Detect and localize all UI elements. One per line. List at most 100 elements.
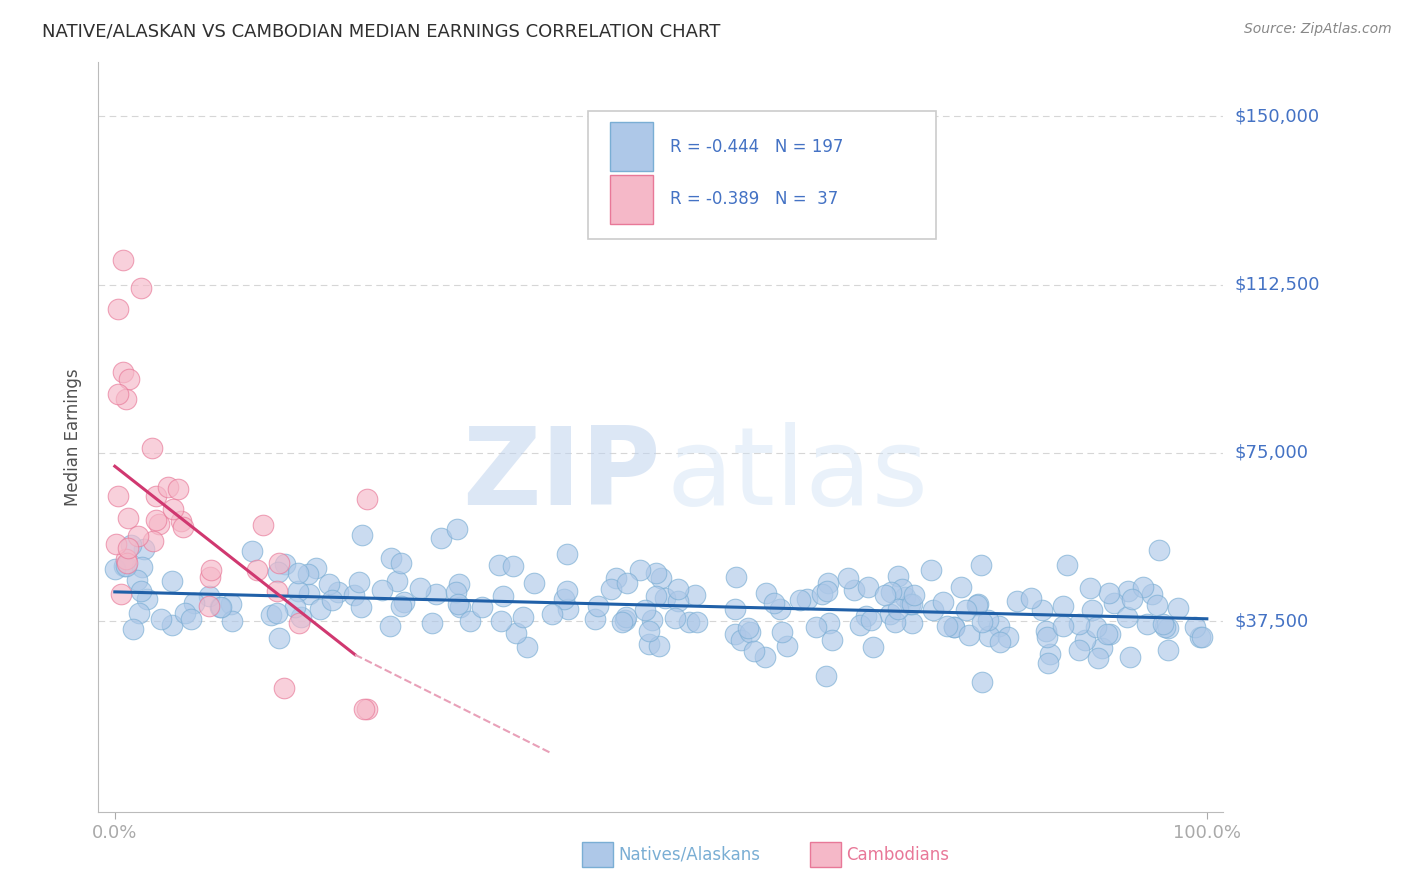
Point <box>328 584 350 599</box>
Point <box>460 614 482 628</box>
Point <box>920 563 942 577</box>
Point <box>921 603 943 617</box>
Point <box>162 502 184 516</box>
Point <box>969 558 991 572</box>
Point <box>145 489 167 503</box>
Point <box>505 626 527 640</box>
Point <box>127 529 149 543</box>
Point <box>837 571 859 585</box>
Point <box>1136 617 1159 632</box>
Point <box>1146 599 1168 613</box>
Point <box>111 365 134 379</box>
Point <box>1019 591 1042 605</box>
Point <box>1035 624 1057 638</box>
Point <box>350 600 373 615</box>
Point <box>129 281 152 295</box>
Point <box>724 569 747 583</box>
Point <box>997 631 1019 645</box>
Point <box>1036 656 1059 670</box>
Point <box>557 602 579 616</box>
Point <box>1119 649 1142 664</box>
Text: Natives/Alaskans: Natives/Alaskans <box>619 846 761 863</box>
Point <box>297 566 319 581</box>
Point <box>936 618 959 632</box>
Point <box>1132 580 1154 594</box>
Point <box>883 615 905 629</box>
Point <box>972 615 994 629</box>
Point <box>1056 558 1078 572</box>
Point <box>641 613 664 627</box>
Point <box>686 615 709 630</box>
Point <box>1118 584 1140 599</box>
Point <box>305 561 328 575</box>
Point <box>1091 640 1114 655</box>
Point <box>628 563 651 577</box>
Point <box>730 632 752 647</box>
Point <box>887 601 910 615</box>
Point <box>127 573 149 587</box>
Point <box>634 603 657 617</box>
Point <box>932 595 955 609</box>
Point <box>666 593 689 607</box>
Point <box>644 589 666 603</box>
Point <box>252 517 274 532</box>
Point <box>129 583 152 598</box>
Point <box>678 615 700 630</box>
Point <box>875 588 897 602</box>
Point <box>449 577 471 591</box>
Point <box>352 528 374 542</box>
Text: $112,500: $112,500 <box>1234 276 1320 293</box>
Point <box>856 580 879 594</box>
Point <box>738 624 761 639</box>
Point <box>638 637 661 651</box>
Point <box>198 599 221 613</box>
Point <box>810 587 832 601</box>
Point <box>849 617 872 632</box>
Point <box>447 597 470 611</box>
Point <box>555 584 578 599</box>
Point <box>516 640 538 655</box>
Point <box>1189 630 1212 644</box>
Point <box>121 622 143 636</box>
Point <box>724 627 747 641</box>
Point <box>755 586 778 600</box>
Point <box>150 612 173 626</box>
Point <box>112 558 135 573</box>
Point <box>1039 647 1062 661</box>
Point <box>862 640 884 655</box>
Point <box>409 581 432 595</box>
Point <box>605 571 627 585</box>
Point <box>683 588 706 602</box>
Point <box>221 615 243 629</box>
Point <box>523 576 546 591</box>
Point <box>425 587 447 601</box>
Point <box>136 592 159 607</box>
Point <box>107 489 129 503</box>
Point <box>1087 651 1109 665</box>
Point <box>420 616 443 631</box>
Point <box>200 563 222 577</box>
Point <box>754 649 776 664</box>
Text: Source: ZipAtlas.com: Source: ZipAtlas.com <box>1244 22 1392 37</box>
Point <box>972 675 994 690</box>
Point <box>860 613 883 627</box>
Point <box>117 541 139 555</box>
Point <box>770 624 793 639</box>
Point <box>1152 617 1174 632</box>
Point <box>1081 603 1104 617</box>
Point <box>347 575 370 590</box>
Point <box>430 531 453 545</box>
FancyBboxPatch shape <box>610 122 652 171</box>
Text: R = -0.389   N =  37: R = -0.389 N = 37 <box>669 190 838 208</box>
Point <box>1052 599 1074 614</box>
Point <box>208 600 231 615</box>
Point <box>260 607 283 622</box>
Point <box>246 563 269 577</box>
Point <box>789 592 811 607</box>
Point <box>666 582 689 597</box>
Point <box>943 620 966 634</box>
Point <box>290 610 312 624</box>
Point <box>1140 587 1163 601</box>
Point <box>142 533 165 548</box>
Point <box>1031 603 1053 617</box>
